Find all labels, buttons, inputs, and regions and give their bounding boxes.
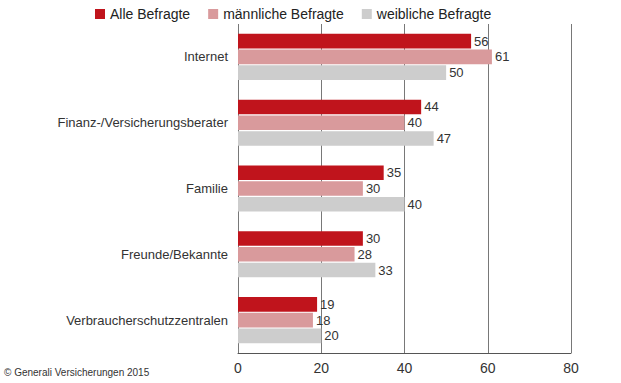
- svg-text:Familie: Familie: [186, 181, 228, 196]
- svg-text:40: 40: [408, 115, 422, 130]
- svg-text:40: 40: [408, 197, 422, 212]
- svg-text:33: 33: [378, 263, 392, 278]
- svg-text:weibliche Befragte: weibliche Befragte: [376, 6, 492, 22]
- svg-text:Finanz-/Versicherungsberater: Finanz-/Versicherungsberater: [57, 115, 228, 130]
- svg-text:80: 80: [563, 360, 579, 376]
- svg-text:28: 28: [358, 247, 372, 262]
- svg-text:Verbraucherschutzzentralen: Verbraucherschutzzentralen: [66, 313, 228, 328]
- svg-text:Alle Befragte: Alle Befragte: [110, 6, 190, 22]
- svg-text:35: 35: [387, 165, 401, 180]
- svg-text:Internet: Internet: [184, 49, 228, 64]
- svg-text:männliche Befragte: männliche Befragte: [223, 6, 344, 22]
- svg-text:18: 18: [316, 313, 330, 328]
- svg-text:61: 61: [495, 49, 509, 64]
- svg-text:30: 30: [366, 231, 380, 246]
- svg-text:44: 44: [424, 99, 438, 114]
- svg-text:20: 20: [324, 328, 338, 343]
- svg-text:30: 30: [366, 181, 380, 196]
- svg-text:60: 60: [480, 360, 496, 376]
- svg-text:19: 19: [320, 297, 334, 312]
- svg-text:50: 50: [449, 65, 463, 80]
- svg-text:47: 47: [437, 131, 451, 146]
- svg-text:Freunde/Bekannte: Freunde/Bekannte: [121, 247, 228, 262]
- svg-text:40: 40: [397, 360, 413, 376]
- svg-text:0: 0: [234, 360, 242, 376]
- svg-text:20: 20: [313, 360, 329, 376]
- svg-text:© Generali Versicherungen 2015: © Generali Versicherungen 2015: [4, 367, 150, 378]
- svg-text:56: 56: [474, 34, 488, 49]
